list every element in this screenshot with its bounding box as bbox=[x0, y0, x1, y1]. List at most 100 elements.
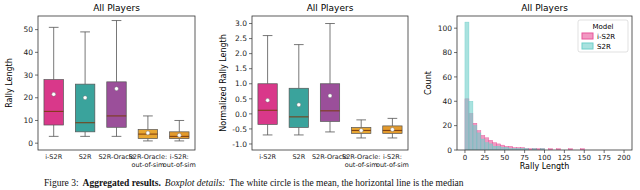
hist-bar bbox=[473, 123, 477, 150]
whisker-high bbox=[330, 24, 331, 84]
legend-title: Model bbox=[592, 23, 613, 31]
box bbox=[383, 126, 402, 134]
x-tick bbox=[624, 150, 625, 153]
caption-text: The white circle is the mean, the horizo… bbox=[229, 178, 464, 188]
whisker-low bbox=[330, 121, 331, 132]
title: All Players bbox=[307, 3, 354, 13]
y-tick bbox=[35, 29, 38, 30]
y-tick-label: 2.0 bbox=[235, 49, 247, 58]
x-tick bbox=[524, 150, 525, 153]
x-tick-label: S2R-Oracle:out-of-sim bbox=[129, 153, 167, 169]
y-tick bbox=[35, 75, 38, 76]
panel: All PlayersCount020406080100025507510012… bbox=[424, 3, 632, 171]
mean bbox=[177, 133, 181, 137]
whisker-high bbox=[267, 36, 268, 84]
legend-label: S2R bbox=[597, 43, 611, 51]
x-tick-label: S2R-Oracle:out-of-sim bbox=[342, 153, 380, 169]
y-tick bbox=[249, 143, 252, 144]
hist-bar bbox=[477, 131, 481, 150]
y-tick bbox=[454, 150, 457, 151]
marks bbox=[258, 24, 402, 138]
cap-high bbox=[112, 20, 122, 21]
label-line: i-S2R bbox=[259, 153, 276, 161]
whisker-high bbox=[361, 120, 362, 128]
label-line: S2R bbox=[79, 153, 92, 161]
cap-high bbox=[143, 115, 153, 116]
label-line: out-of-sim bbox=[163, 161, 196, 169]
x-tick bbox=[604, 150, 605, 153]
y-tick-label: 50 bbox=[23, 25, 33, 34]
frame bbox=[252, 16, 408, 150]
legend-swatch bbox=[582, 43, 593, 49]
hist-bar bbox=[493, 143, 497, 150]
y-tick-label: 20 bbox=[442, 121, 452, 130]
hist-bar bbox=[501, 145, 505, 150]
x-tick-label: 175 bbox=[597, 154, 610, 162]
legend-box bbox=[578, 20, 628, 52]
y-tick-label: 0.5 bbox=[235, 95, 247, 104]
median bbox=[289, 116, 308, 117]
cap-high bbox=[263, 35, 273, 36]
cap-low bbox=[174, 140, 184, 141]
whisker-low bbox=[392, 133, 393, 138]
x-tick-label: 125 bbox=[558, 154, 571, 162]
cap-low bbox=[356, 137, 366, 138]
y-label: Rally Length bbox=[5, 58, 14, 108]
median bbox=[75, 122, 94, 123]
x-tick-label: S2R bbox=[79, 153, 92, 161]
whisker-high bbox=[298, 45, 299, 89]
cap-low bbox=[263, 134, 273, 135]
hist-bar bbox=[469, 101, 473, 150]
box bbox=[289, 88, 308, 127]
y-tick-label: 3.0 bbox=[235, 19, 247, 28]
y-label: Normalized Rally Length bbox=[219, 34, 228, 132]
y-tick bbox=[249, 113, 252, 114]
cap-high bbox=[388, 118, 398, 119]
whisker-low bbox=[298, 127, 299, 135]
x-tick bbox=[544, 150, 545, 153]
y-tick bbox=[249, 38, 252, 39]
y-tick-label: 20 bbox=[23, 93, 33, 102]
title: All Players bbox=[93, 3, 140, 13]
hist-bar bbox=[505, 146, 509, 150]
marks bbox=[44, 21, 189, 141]
y-tick bbox=[249, 53, 252, 54]
x-tick-label: i-S2R bbox=[45, 153, 62, 161]
y-tick bbox=[249, 83, 252, 84]
box bbox=[138, 130, 157, 139]
mean bbox=[83, 96, 87, 100]
hist-bar bbox=[497, 146, 501, 150]
caption-italic: Boxplot details: bbox=[165, 178, 225, 188]
whisker-low bbox=[116, 127, 117, 136]
label-line: S2R-Oracle: bbox=[129, 153, 167, 161]
frame bbox=[38, 16, 195, 150]
legend-label: i-S2R bbox=[597, 33, 615, 41]
panel: All PlayersRally Length01020304050i-S2RS… bbox=[5, 3, 196, 169]
cap-low bbox=[388, 137, 398, 138]
label-line: S2R bbox=[292, 153, 305, 161]
hist-bar bbox=[485, 138, 489, 150]
y-tick bbox=[35, 120, 38, 121]
title: All Players bbox=[521, 3, 568, 13]
box bbox=[44, 80, 63, 125]
x-tick bbox=[584, 150, 585, 153]
hist-bar bbox=[481, 139, 485, 150]
y-tick bbox=[35, 52, 38, 53]
y-label: Count bbox=[424, 71, 433, 95]
y-tick-label: 80 bbox=[442, 48, 452, 57]
hist-bar bbox=[473, 126, 477, 150]
whisker-high bbox=[179, 120, 180, 131]
y-tick-label: -1.0 bbox=[232, 140, 247, 149]
y-tick bbox=[454, 76, 457, 77]
x-tick bbox=[484, 150, 485, 153]
hist-bar bbox=[493, 146, 497, 150]
cap-high bbox=[49, 27, 59, 28]
whisker-high bbox=[53, 27, 54, 79]
y-tick bbox=[249, 23, 252, 24]
y-tick-label: 10 bbox=[23, 116, 33, 125]
x-tick-label: i-S2R:out-of-sim bbox=[376, 153, 409, 169]
hist-bar bbox=[489, 140, 493, 150]
y-tick bbox=[249, 128, 252, 129]
hist-bar bbox=[497, 144, 501, 150]
x-tick-label: 100 bbox=[538, 154, 551, 162]
